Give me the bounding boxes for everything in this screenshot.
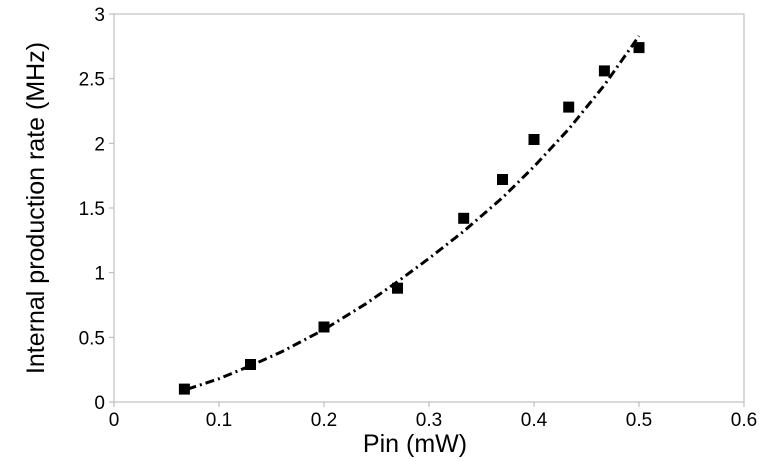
y-tick-label: 1.5 [79, 199, 105, 220]
y-tick-label: 0 [94, 393, 105, 414]
data-point [633, 42, 645, 54]
data-point [598, 65, 610, 77]
y-tick-label: 3 [94, 5, 105, 26]
x-tick-label: 0.2 [311, 410, 337, 431]
plot-frame [113, 13, 745, 403]
fit-curve [187, 35, 641, 391]
data-point [497, 174, 508, 185]
y-tick-label: 2.5 [79, 70, 105, 91]
y-axis-title: Internal production rate (MHz) [22, 42, 50, 374]
data-point [318, 321, 330, 333]
data-point [458, 212, 470, 224]
x-tick-label: 0 [109, 410, 120, 431]
x-tick-label: 0.5 [626, 410, 652, 431]
data-point [178, 383, 190, 395]
x-tick-group: 0 0.1 0.2 0.3 0.4 0.5 0.6 [109, 402, 757, 431]
x-tick-label: 0.4 [521, 410, 548, 431]
y-tick-label: 2 [94, 134, 105, 155]
data-point [245, 359, 256, 370]
y-tick-group: 0 0.5 1 1.5 2 2.5 3 [79, 5, 114, 414]
data-point [563, 101, 575, 113]
x-axis-title: Pin (mW) [363, 430, 467, 458]
x-tick-label: 0.3 [416, 410, 442, 431]
x-tick-label: 0.6 [731, 410, 757, 431]
y-tick-label: 0.5 [79, 328, 105, 349]
data-points [178, 42, 645, 395]
data-point [528, 134, 540, 145]
data-point [392, 282, 403, 294]
x-tick-label: 0.1 [206, 410, 232, 431]
y-tick-label: 1 [94, 264, 105, 285]
